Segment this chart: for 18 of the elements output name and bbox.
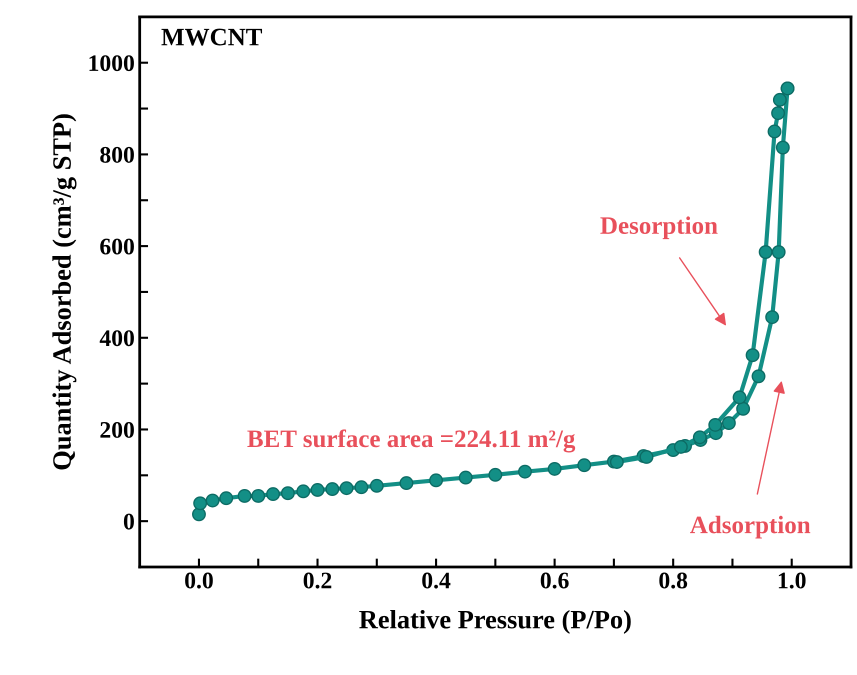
y-tick-label: 200 (100, 422, 134, 438)
text: Adsorption (690, 516, 810, 538)
series-label: Desorption (600, 216, 718, 240)
y-tick-label: 1000 (90, 55, 134, 72)
x-axis-title: Relative Pressure (P/Po) (359, 610, 631, 634)
y-tick-label: 600 (100, 238, 134, 255)
annotation: BET surface area =224.11 m²/g (247, 429, 576, 452)
x-tick-label: 0.0 (185, 572, 213, 589)
y-tick-label: 800 (100, 146, 134, 163)
x-tick-label: 0.4 (422, 572, 450, 589)
x-tick-label: 0.8 (659, 572, 688, 589)
x-tick-label: 0.6 (540, 572, 569, 589)
y-axis-title: Quantity Adsorbed (cm³/g STP) (52, 114, 76, 470)
x-tick-label: 1.0 (778, 572, 806, 589)
y-tick-label: 0 (124, 514, 134, 530)
x-tick-label: 0.2 (304, 572, 332, 589)
y-tick-label: 400 (100, 330, 134, 346)
annotation: MWCNT (161, 28, 262, 46)
